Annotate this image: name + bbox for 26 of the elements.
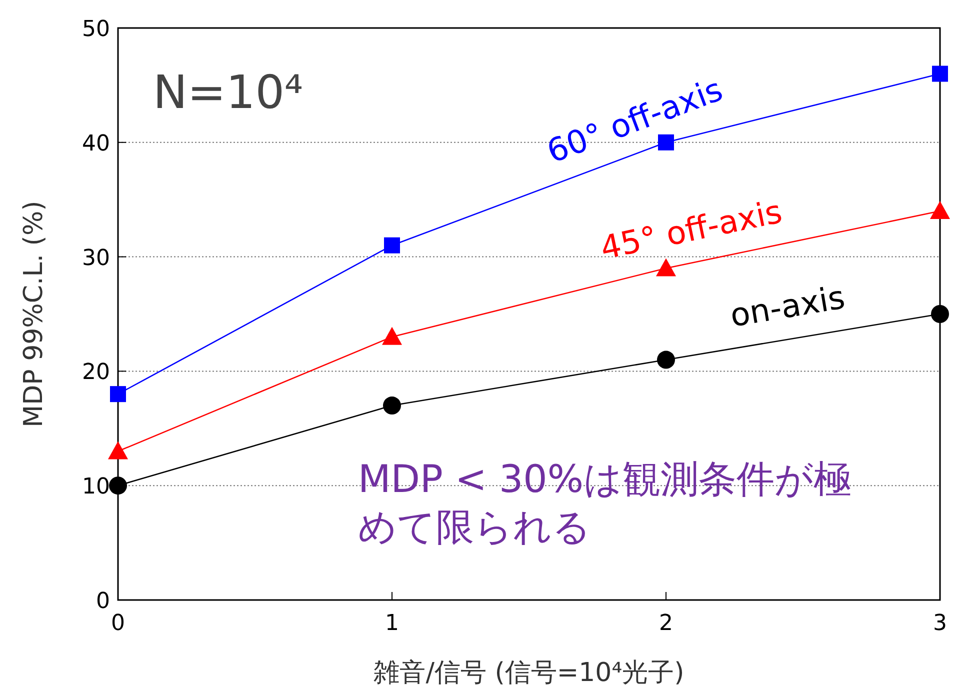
text: on-axis (727, 278, 848, 335)
y-tick-label: 20 (82, 360, 110, 386)
annotation: MDP < 30%は観測条件が極めて限られる (358, 456, 852, 551)
x-tick-label: 2 (659, 611, 673, 636)
point (657, 350, 675, 369)
y-axis-title: MDP 99%C.L. (%) (19, 200, 49, 428)
point (930, 201, 950, 220)
y-tick-label: 10 (82, 474, 110, 500)
point (384, 237, 400, 254)
point (656, 258, 676, 276)
y-tick-label: 40 (82, 131, 110, 156)
point (110, 386, 126, 402)
y-tick-label: 30 (82, 246, 110, 271)
point (382, 326, 402, 345)
point (108, 441, 128, 460)
point (383, 396, 401, 415)
point (109, 476, 127, 495)
x-tick-label: 3 (933, 611, 947, 636)
point (932, 66, 948, 82)
text: 45° off-axis (597, 192, 786, 268)
y-tick-label: 50 (82, 17, 110, 42)
annotation: N=10⁴ (153, 65, 303, 119)
x-axis-title: 雑音/信号 (信号=10⁴光子) (374, 658, 684, 688)
x-tick-label: 1 (385, 611, 399, 636)
point (931, 305, 949, 323)
y-tick-label: 0 (96, 589, 110, 614)
